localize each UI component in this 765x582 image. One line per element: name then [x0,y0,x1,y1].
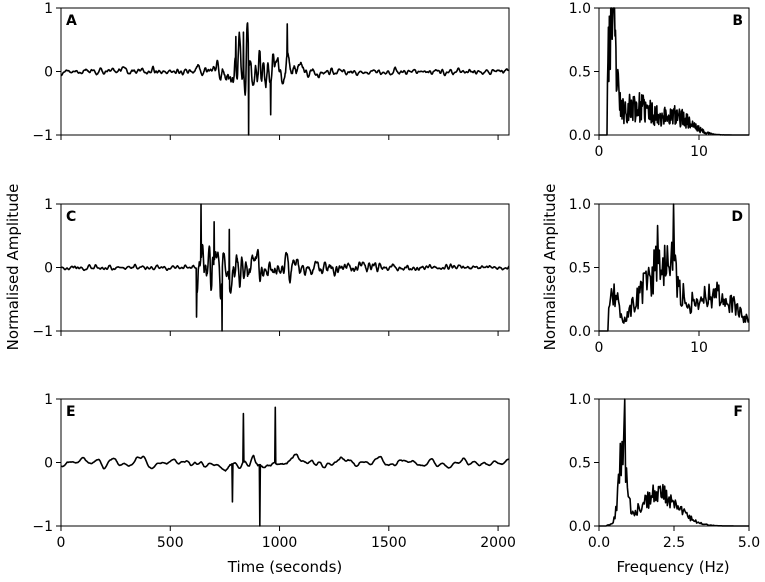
panel-f: 0.0 2.5 5.0 0.0 0.5 1.0 F [569,392,760,551]
x-tick-label: 1000 [262,535,298,551]
y-tick-label: 1 [44,392,53,408]
x-tick-label: 5.0 [738,535,760,551]
y-tick-label: 0.5 [569,261,591,277]
y-tick-label: 1.0 [569,197,591,213]
y-tick-label: 1 [44,1,53,17]
series-line-c [61,203,509,332]
y-tick-label: 0.5 [569,65,591,81]
y-tick-label: 0.0 [569,324,591,340]
y-tick-label: −1 [32,519,53,535]
x-tick-label: 0 [57,535,66,551]
x-tick-label: 0 [595,340,604,356]
panel-b: 0 10 0.0 0.5 1.0 B [569,1,750,160]
panel-letter-d: D [731,209,743,225]
y-axis-label-right: Normalised Amplitude [541,184,559,351]
x-tick-label: 2000 [480,535,516,551]
series-line-e [61,406,509,527]
y-tick-label: 0.0 [569,519,591,535]
panel-letter-b: B [732,13,743,29]
series-line-f [599,398,749,527]
y-tick-label: 1.0 [569,1,591,17]
x-axis-label-time: Time (seconds) [227,558,343,576]
panel-d: 0 10 0.0 0.5 1.0 D [569,197,750,356]
y-tick-label: −1 [32,128,53,144]
y-tick-label: 0.5 [569,456,591,472]
y-tick-label: 1 [44,197,53,213]
y-tick-label: 0.0 [569,128,591,144]
y-tick-label: 0 [44,261,53,277]
panel-letter-f: F [733,404,743,420]
panel-c: −1 0 1C [32,197,510,340]
y-axis-label-left: Normalised Amplitude [4,184,22,351]
x-tick-label: 1500 [371,535,407,551]
series-line-d [599,203,749,332]
panel-a: −1 0 1A [32,1,510,144]
y-tick-label: −1 [32,324,53,340]
series-line-a [61,22,509,136]
x-tick-label: 500 [157,535,184,551]
panel-letter-e: E [66,404,76,420]
y-tick-label: 0 [44,456,53,472]
y-tick-label: 1.0 [569,392,591,408]
y-tick-label: 0 [44,65,53,81]
panel-letter-a: A [66,13,77,29]
x-axis-label-frequency: Frequency (Hz) [616,558,729,576]
x-tick-label: 0 [595,144,604,160]
x-tick-label: 10 [690,144,708,160]
series-line-b [599,7,749,136]
x-tick-label: 10 [690,340,708,356]
x-tick-label: 2.5 [663,535,685,551]
x-tick-label: 0.0 [588,535,610,551]
axes-frame-e [60,398,510,527]
panel-letter-c: C [66,209,76,225]
